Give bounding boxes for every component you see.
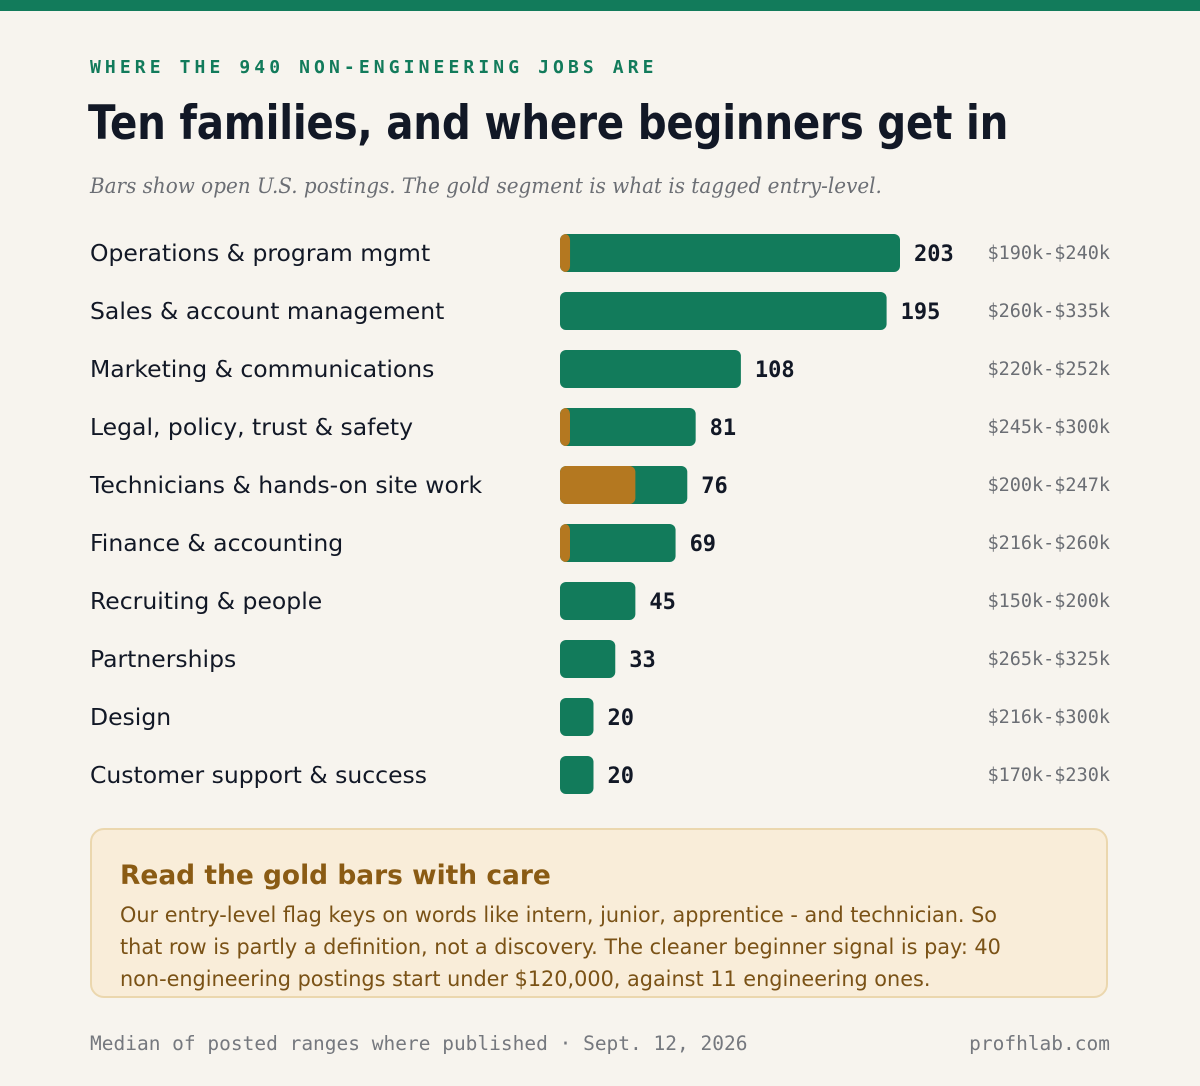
salary-range-label: $220k-$252k	[987, 359, 1110, 380]
bar-entry-level-segment	[560, 466, 636, 504]
bar-value-label: 69	[690, 532, 717, 557]
bar-total	[560, 640, 616, 678]
bar-entry-level-segment	[560, 408, 570, 446]
bar-value-label: 76	[701, 474, 728, 499]
callout-title: Read the gold bars with care	[120, 860, 551, 891]
callout-box: Read the gold bars with care Our entry-l…	[90, 828, 1108, 998]
bar-value-label: 81	[710, 416, 737, 441]
salary-range-label: $150k-$200k	[987, 591, 1110, 612]
category-label: Legal, policy, trust & safety	[90, 413, 413, 441]
salary-range-label: $200k-$247k	[987, 475, 1110, 496]
bar-value-label: 45	[649, 590, 676, 615]
bar-row: Customer support & success 20 $170k-$230k	[90, 756, 1110, 794]
bar-value-label: 203	[914, 242, 954, 267]
footer-note: Median of posted ranges where published …	[90, 1032, 748, 1055]
chart-subtitle: Bars show open U.S. postings. The gold s…	[90, 174, 882, 198]
bar-total	[560, 234, 900, 272]
salary-range-label: $190k-$240k	[987, 243, 1110, 264]
bar-row: Recruiting & people 45 $150k-$200k	[90, 582, 1110, 620]
salary-range-label: $170k-$230k	[987, 765, 1110, 786]
bar-total	[560, 408, 696, 446]
bar-row: Design 20 $216k-$300k	[90, 698, 1110, 736]
category-label: Partnerships	[90, 645, 236, 673]
category-label: Technicians & hands-on site work	[89, 471, 482, 499]
category-label: Customer support & success	[90, 761, 427, 789]
salary-range-label: $216k-$300k	[987, 707, 1110, 728]
eyebrow-label: WHERE THE 940 NON-ENGINEERING JOBS ARE	[90, 57, 658, 78]
bar-row: Sales & account management 195 $260k-$335k	[90, 292, 1110, 330]
bar-row: Legal, policy, trust & safety 81 $245k-$30…	[90, 408, 1110, 446]
bar-row: Marketing & communications 108 $220k-$252k	[90, 350, 1110, 388]
top-accent-bar	[0, 0, 1200, 11]
bar-row: Finance & accounting 69 $216k-$260k	[90, 524, 1110, 562]
bar-total	[560, 756, 594, 794]
category-label: Finance & accounting	[90, 529, 343, 557]
bar-chart: Operations & program mgmt 203 $190k-$240k S…	[89, 234, 1110, 794]
bar-entry-level-segment	[560, 234, 571, 272]
bar-value-label: 195	[901, 300, 941, 325]
salary-range-label: $260k-$335k	[987, 301, 1110, 322]
bar-row: Partnerships 33 $265k-$325k	[90, 640, 1110, 678]
bar-value-label: 33	[629, 648, 656, 673]
callout-body: Our entry-level flag keys on words like …	[120, 903, 1001, 991]
footer-site: profhlab.com	[969, 1032, 1110, 1055]
bar-value-label: 20	[607, 706, 634, 731]
salary-range-label: $265k-$325k	[987, 649, 1110, 670]
bar-total	[560, 582, 636, 620]
chart-title: Ten families, and where beginners get in	[88, 96, 1009, 151]
bar-total	[560, 698, 594, 736]
category-label: Operations & program mgmt	[90, 239, 430, 267]
bar-value-label: 108	[755, 358, 795, 383]
bar-total	[560, 524, 676, 562]
bar-value-label: 20	[607, 764, 634, 789]
category-label: Recruiting & people	[90, 587, 322, 615]
bar-total	[560, 350, 741, 388]
category-label: Marketing & communications	[90, 355, 434, 383]
salary-range-label: $216k-$260k	[987, 533, 1110, 554]
category-label: Design	[90, 703, 171, 731]
bar-row: Technicians & hands-on site work 76 $200k-…	[89, 466, 1110, 504]
category-label: Sales & account management	[90, 297, 444, 325]
bar-total	[560, 292, 887, 330]
bar-entry-level-segment	[560, 524, 570, 562]
bar-row: Operations & program mgmt 203 $190k-$240k	[90, 234, 1110, 272]
salary-range-label: $245k-$300k	[987, 417, 1110, 438]
